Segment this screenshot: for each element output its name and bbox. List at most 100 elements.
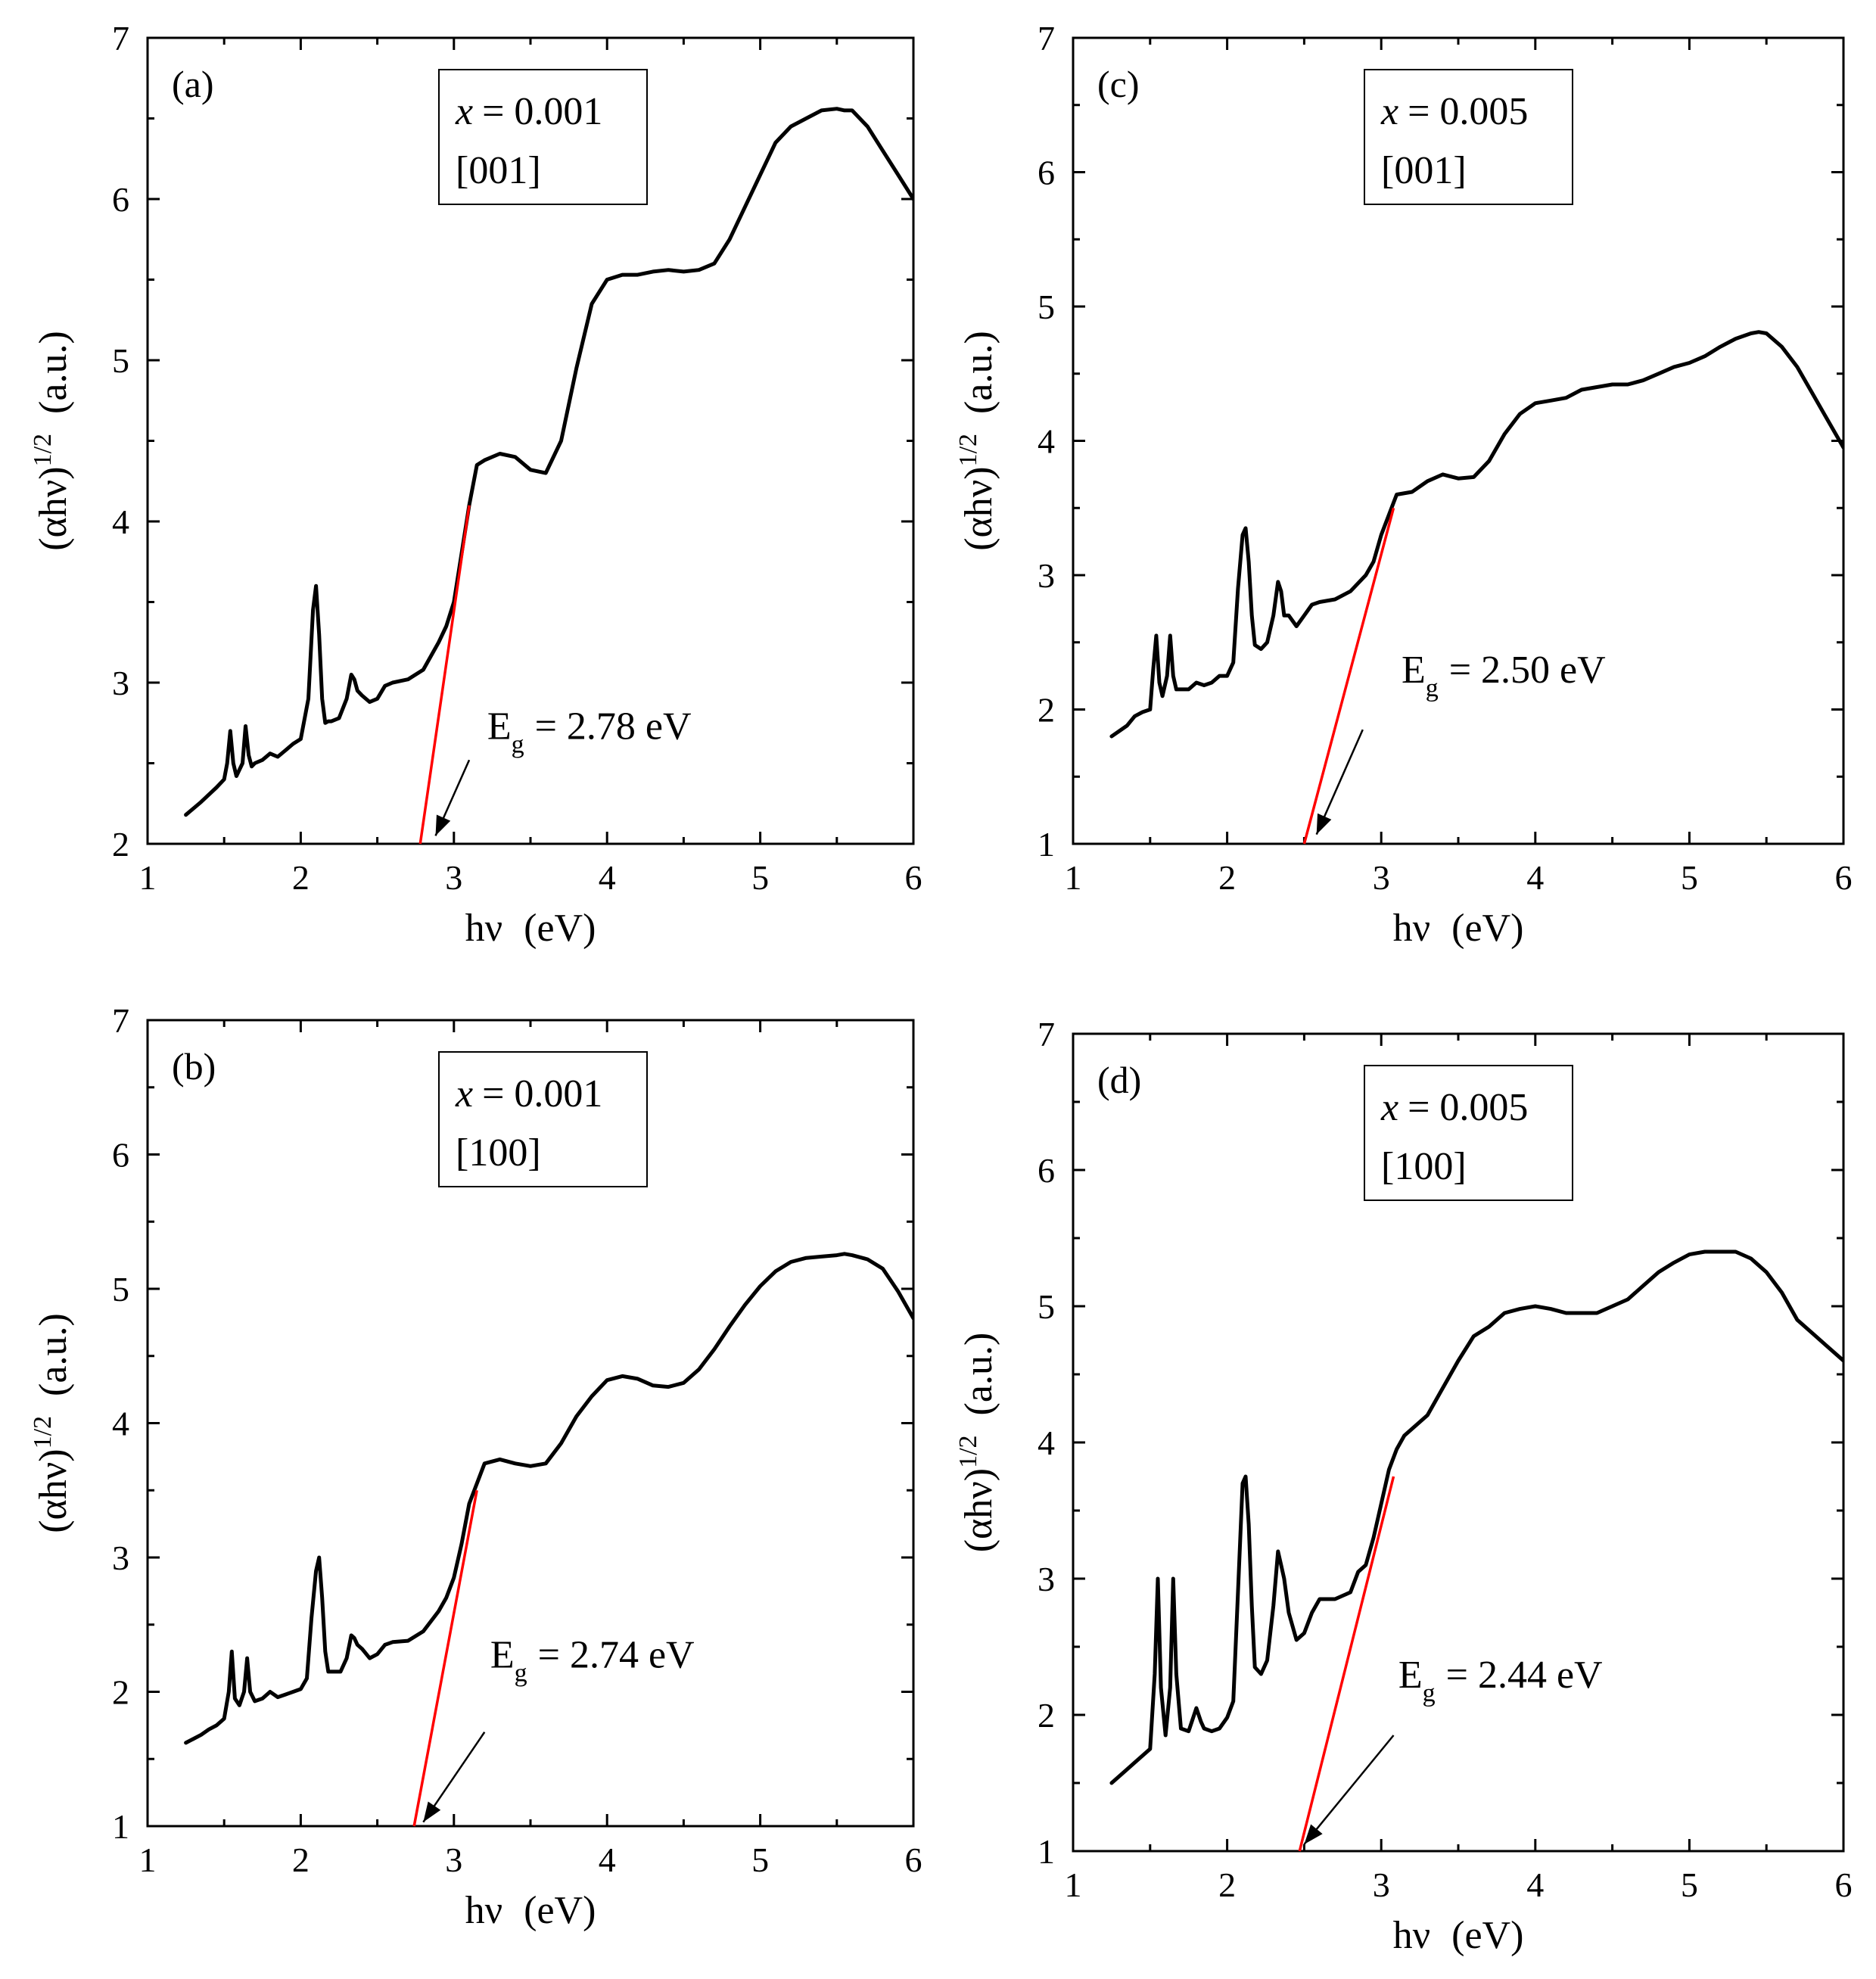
band-gap-label: Eg = 2.78 eV	[487, 705, 692, 759]
y-axis-title: (αhν)1/2 (a.u.)	[29, 331, 75, 551]
band-gap-label: Eg = 2.44 eV	[1398, 1654, 1603, 1707]
panel-label: (d)	[1097, 1059, 1141, 1101]
band-gap-subscript: g	[515, 1660, 527, 1688]
band-gap-value: = 2.50 eV	[1449, 649, 1606, 692]
x-tick-label: 3	[445, 1841, 462, 1879]
x-axis-title-unit: (eV)	[524, 907, 596, 950]
legend-direction: [100]	[1381, 1145, 1467, 1188]
legend-x-symbol: x	[1380, 1086, 1398, 1129]
band-gap-value: = 2.44 eV	[1446, 1654, 1603, 1697]
tauc-fit-line	[418, 505, 471, 845]
x-tick-label: 3	[445, 858, 462, 897]
y-axis-title-main: (αhν)	[32, 466, 75, 550]
y-tick-label: 2	[1038, 1696, 1055, 1735]
x-axis-title: hν (eV)	[465, 907, 596, 950]
y-tick-label: 4	[1038, 1424, 1055, 1462]
x-tick-label: 1	[1065, 858, 1082, 897]
y-tick-label: 6	[112, 1136, 129, 1175]
band-gap-value: = 2.74 eV	[538, 1634, 695, 1677]
absorption-curve	[184, 107, 913, 817]
y-tick-label: 6	[1038, 1151, 1055, 1190]
x-axis-title-main: hν	[465, 1889, 503, 1932]
absorption-curve	[184, 1252, 913, 1745]
x-axis-title-unit: (eV)	[1451, 907, 1523, 950]
y-axis-title-sup: 1/2	[954, 434, 982, 466]
band-gap-arrowhead	[435, 814, 451, 836]
band-gap-symbol: E	[1398, 1654, 1423, 1697]
y-tick-label: 1	[1038, 1832, 1055, 1871]
x-tick-label: 3	[1373, 858, 1390, 897]
y-axis-title-sup: 1/2	[29, 434, 57, 466]
absorption-curve	[1109, 330, 1843, 739]
y-tick-label: 2	[1038, 691, 1055, 730]
band-gap-symbol: E	[1402, 649, 1426, 692]
band-gap-subscript: g	[512, 731, 524, 759]
x-tick-label: 4	[599, 1841, 616, 1879]
band-gap-subscript: g	[1423, 1679, 1436, 1707]
band-gap-subscript: g	[1426, 674, 1439, 702]
y-axis-title: (αhν)1/2 (a.u.)	[954, 1333, 1000, 1553]
legend-x-symbol: x	[455, 90, 473, 133]
y-tick-label: 4	[1038, 422, 1055, 461]
x-axis-title-unit: (eV)	[1451, 1914, 1523, 1957]
y-tick-label: 3	[1038, 1560, 1055, 1598]
x-tick-label: 5	[751, 1841, 769, 1879]
y-axis-title-main: (αhν)	[957, 1468, 1000, 1552]
legend-x-value: = 0.001	[482, 1072, 602, 1116]
y-tick-label: 7	[1038, 1015, 1055, 1053]
x-axis-title-main: hν	[1393, 1914, 1431, 1957]
y-tick-label: 3	[112, 664, 129, 702]
x-tick-label: 6	[905, 1841, 922, 1879]
legend-composition: x = 0.001	[455, 90, 602, 133]
y-axis-title: (αhν)1/2 (a.u.)	[954, 331, 1000, 551]
tauc-fit-line	[412, 1489, 478, 1827]
x-tick-label: 5	[751, 858, 769, 897]
y-axis-title-unit: (a.u.)	[957, 1333, 1000, 1416]
band-gap-arrowhead	[423, 1801, 441, 1822]
y-tick-label: 2	[112, 825, 129, 863]
x-tick-label: 1	[139, 1841, 157, 1879]
legend-box	[438, 69, 648, 205]
y-tick-label: 7	[112, 1001, 129, 1040]
y-tick-label: 6	[1038, 154, 1055, 192]
panel-d: 1 2 3 4 5 6 1 2 3 4 5 6 7 hν (eV) (αhν)1/2 (a.u.) (d) x = 0…	[954, 1015, 1853, 1957]
x-tick-label: 6	[905, 858, 922, 897]
y-axis-title-unit: (a.u.)	[32, 1313, 75, 1396]
y-axis-title-sup: 1/2	[29, 1416, 57, 1448]
band-gap-label: Eg = 2.50 eV	[1402, 649, 1606, 702]
band-gap-symbol: E	[490, 1634, 515, 1677]
y-tick-label: 1	[1038, 825, 1055, 863]
x-tick-label: 4	[1526, 1865, 1544, 1904]
x-axis-title-main: hν	[465, 907, 503, 950]
y-tick-label: 2	[112, 1673, 129, 1712]
y-tick-label: 7	[112, 19, 129, 58]
x-tick-label: 5	[1681, 858, 1698, 897]
legend-composition: x = 0.005	[1380, 90, 1528, 133]
x-axis-title: hν (eV)	[1393, 907, 1524, 950]
legend-x-symbol: x	[1380, 90, 1398, 133]
x-tick-label: 2	[292, 1841, 310, 1879]
x-axis-title-unit: (eV)	[524, 1889, 596, 1932]
legend-composition: x = 0.005	[1380, 1086, 1528, 1129]
x-tick-label: 2	[1218, 1865, 1236, 1904]
legend-box	[1364, 1065, 1573, 1201]
x-axis-title-main: hν	[1393, 907, 1431, 950]
y-tick-label: 5	[1038, 288, 1055, 326]
absorption-curve	[1109, 1249, 1843, 1785]
legend-x-value: = 0.005	[1408, 1086, 1528, 1129]
y-tick-label: 3	[112, 1539, 129, 1577]
band-gap-symbol: E	[487, 705, 512, 748]
y-tick-label: 5	[1038, 1287, 1055, 1326]
y-tick-label: 5	[112, 341, 129, 380]
band-gap-label: Eg = 2.74 eV	[490, 1634, 695, 1688]
x-tick-label: 3	[1373, 1865, 1390, 1904]
legend-direction: [001]	[1381, 149, 1467, 192]
legend-x-symbol: x	[455, 1072, 473, 1116]
x-tick-label: 6	[1835, 1865, 1853, 1904]
y-axis-title-unit: (a.u.)	[32, 331, 75, 414]
y-axis-title-main: (αhν)	[32, 1448, 75, 1532]
legend-x-value: = 0.005	[1408, 90, 1528, 133]
y-axis-title-main: (αhν)	[957, 466, 1000, 550]
x-tick-label: 4	[599, 858, 616, 897]
